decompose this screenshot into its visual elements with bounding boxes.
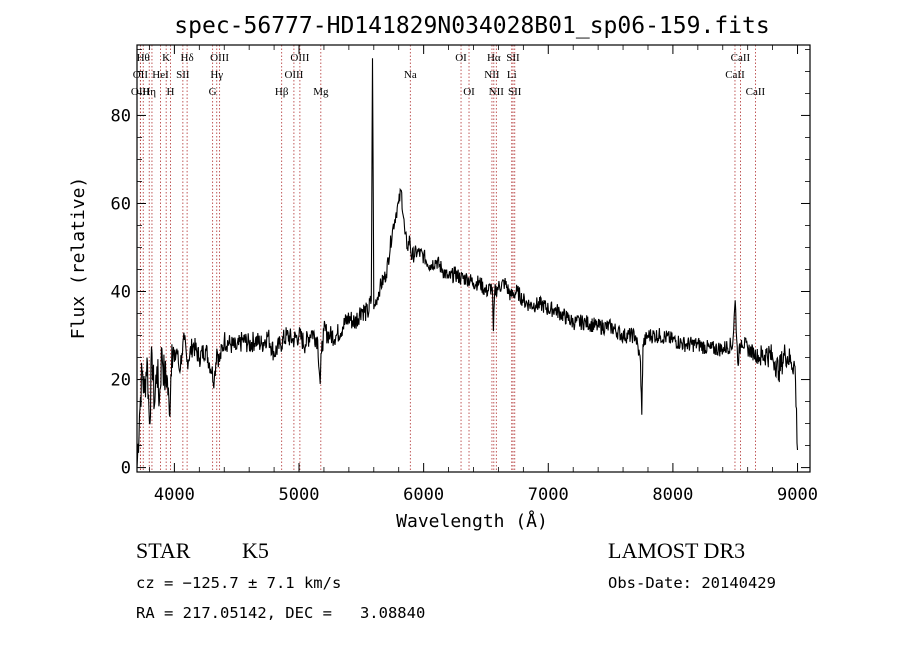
line-marker-label: OII <box>133 69 149 81</box>
survey-name: LAMOST DR3 <box>608 538 746 563</box>
x-tick-label: 7000 <box>528 485 569 505</box>
x-tick-label: 8000 <box>652 485 693 505</box>
line-marker-label: SII <box>508 86 522 98</box>
line-marker-label: SII <box>506 52 520 64</box>
ra-dec-coordinates: RA = 217.05142, DEC = 3.08840 <box>136 604 426 622</box>
y-axis: 0 20 40 60 80 <box>111 49 810 479</box>
line-marker-label: OIII <box>290 52 309 64</box>
y-tick-label: 20 <box>111 371 131 391</box>
x-tick-label: 6000 <box>403 485 444 505</box>
line-marker-label: OI <box>463 86 475 98</box>
line-marker-label: G <box>209 86 217 98</box>
y-tick-label: 80 <box>111 106 131 126</box>
line-marker-label: Li <box>507 69 517 81</box>
y-tick-label: 40 <box>111 283 131 303</box>
x-axis: 4000 5000 6000 7000 8000 9000 <box>149 45 818 505</box>
object-subclass: K5 <box>242 538 269 563</box>
redshift-cz: cz = −125.7 ± 7.1 km/s <box>136 574 342 592</box>
line-marker-label: CaII <box>731 52 751 64</box>
line-marker-label: NII <box>484 69 500 81</box>
line-marker-label: Mg <box>313 86 329 98</box>
line-marker-label: OIII <box>131 86 150 98</box>
line-marker-label: H <box>167 86 175 98</box>
line-marker-label: NII <box>489 86 505 98</box>
line-marker-label: CaII <box>725 69 745 81</box>
x-tick-label: 9000 <box>777 485 818 505</box>
y-axis-label: Flux (relative) <box>68 177 89 340</box>
y-tick-label: 0 <box>121 459 131 479</box>
line-marker-labels: HθOIIOIIIHηHeIKHSIIHδGHγOIIIHβOIIIOIIIMg… <box>131 52 766 98</box>
line-marker-label: Hη <box>142 86 156 98</box>
line-marker-label: Hγ <box>210 69 223 81</box>
line-marker-label: Hβ <box>275 86 289 98</box>
chart-title: spec-56777-HD141829N034028B01_sp06-159.f… <box>174 13 769 39</box>
plot-frame <box>136 44 811 473</box>
x-tick-label: 4000 <box>154 485 195 505</box>
observation-date: Obs-Date: 20140429 <box>608 574 776 592</box>
x-axis-label: Wavelength (Å) <box>396 510 548 532</box>
line-marker-label: SII <box>176 69 190 81</box>
line-marker-label: OIII <box>210 52 229 64</box>
line-markers <box>139 45 756 472</box>
line-marker-label: CaII <box>746 86 766 98</box>
line-marker-label: Hθ <box>137 52 150 64</box>
object-class: STAR <box>136 538 191 563</box>
x-tick-label: 5000 <box>279 485 320 505</box>
line-marker-label: Hδ <box>181 52 194 64</box>
line-marker-label: OI <box>455 52 467 64</box>
line-marker-label: OIII <box>284 69 303 81</box>
line-marker-label: Hα <box>487 52 501 64</box>
line-marker-label: HeI <box>152 69 169 81</box>
spectrum-series-line <box>136 58 799 468</box>
line-marker-label: Na <box>404 69 417 81</box>
y-tick-label: 60 <box>111 194 131 214</box>
spectrum-chart: spec-56777-HD141829N034028B01_sp06-159.f… <box>68 13 818 532</box>
line-marker-label: K <box>162 52 170 64</box>
